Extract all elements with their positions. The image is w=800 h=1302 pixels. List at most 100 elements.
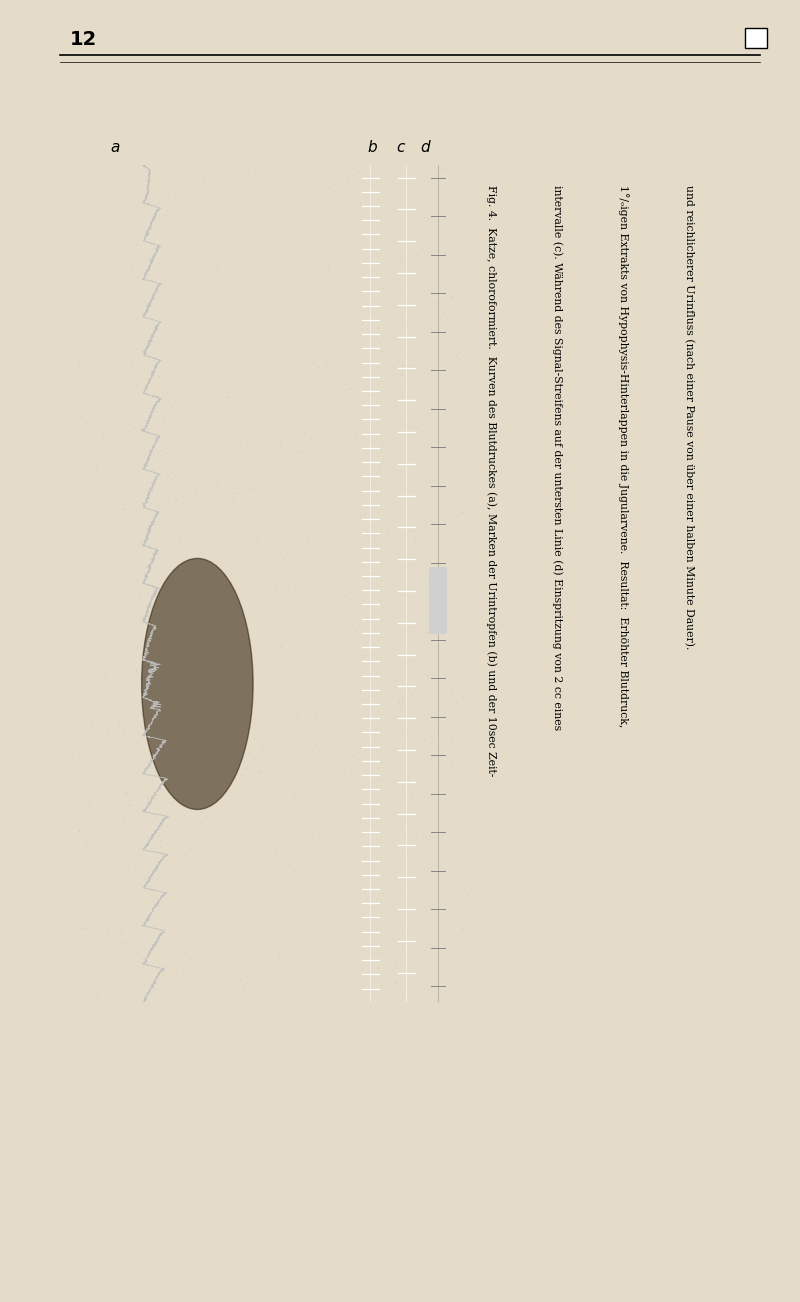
Point	[75, 870, 88, 891]
Point	[214, 776, 227, 797]
Point	[338, 191, 350, 212]
Point	[106, 947, 119, 967]
Point	[105, 931, 118, 952]
Point	[138, 246, 151, 267]
Point	[390, 415, 403, 436]
Point	[219, 383, 232, 404]
Point	[182, 875, 194, 896]
Point	[66, 878, 78, 898]
Point	[368, 241, 381, 262]
Point	[432, 322, 445, 342]
Point	[90, 374, 103, 395]
Point	[131, 794, 144, 815]
Point	[331, 326, 344, 346]
Point	[316, 678, 329, 699]
Point	[388, 471, 401, 492]
Point	[276, 479, 289, 500]
Point	[318, 970, 331, 991]
Point	[249, 577, 262, 598]
Point	[370, 889, 382, 910]
Point	[222, 979, 234, 1000]
Point	[255, 229, 268, 250]
Point	[434, 293, 446, 314]
Point	[277, 841, 290, 862]
Point	[76, 486, 89, 506]
Point	[92, 189, 105, 210]
Point	[72, 892, 85, 913]
Point	[222, 756, 235, 777]
Point	[317, 492, 330, 513]
Point	[78, 406, 90, 427]
Point	[198, 440, 210, 461]
Point	[120, 644, 133, 665]
Bar	[745, 29, 767, 48]
Point	[173, 568, 186, 589]
Point	[454, 479, 466, 500]
Point	[245, 786, 258, 807]
Point	[409, 402, 422, 423]
Point	[385, 214, 398, 234]
Point	[331, 733, 344, 754]
Point	[371, 943, 384, 963]
Point	[157, 844, 170, 865]
Point	[450, 862, 462, 883]
Point	[81, 435, 94, 456]
Point	[360, 361, 373, 381]
Point	[138, 763, 150, 784]
Point	[248, 431, 261, 452]
Point	[191, 422, 204, 443]
Point	[244, 522, 257, 543]
Point	[330, 935, 342, 956]
Point	[115, 279, 128, 299]
Point	[166, 467, 179, 488]
Point	[89, 228, 102, 249]
Point	[286, 376, 299, 397]
Point	[390, 888, 402, 909]
Point	[255, 915, 268, 936]
Point	[417, 952, 430, 973]
Point	[423, 668, 436, 689]
Point	[88, 746, 101, 767]
Point	[147, 396, 160, 417]
Point	[315, 314, 328, 335]
Point	[154, 961, 166, 982]
Point	[417, 232, 430, 253]
Point	[299, 372, 312, 393]
Point	[374, 553, 387, 574]
Point	[368, 522, 381, 543]
Point	[270, 391, 283, 411]
Point	[459, 582, 472, 603]
Point	[316, 449, 329, 470]
Point	[244, 750, 257, 771]
Point	[219, 845, 232, 866]
Point	[191, 779, 204, 799]
Point	[265, 181, 278, 202]
Point	[126, 256, 138, 277]
Point	[289, 820, 302, 841]
Point	[362, 526, 375, 547]
Point	[304, 385, 317, 406]
Point	[210, 436, 222, 457]
Point	[97, 396, 110, 417]
Point	[116, 685, 129, 706]
Point	[161, 570, 174, 591]
Point	[309, 303, 322, 324]
Point	[434, 322, 446, 342]
Point	[402, 915, 415, 936]
Point	[256, 734, 269, 755]
Point	[291, 615, 304, 635]
Point	[384, 651, 397, 672]
Point	[290, 187, 303, 208]
Point	[125, 595, 138, 616]
Point	[294, 453, 307, 474]
Point	[228, 831, 241, 852]
Point	[291, 983, 304, 1004]
Point	[406, 336, 418, 357]
Point	[122, 637, 135, 658]
Point	[400, 697, 413, 717]
Point	[238, 802, 251, 823]
Point	[442, 201, 455, 221]
Point	[139, 905, 152, 926]
Point	[196, 272, 209, 293]
Point	[426, 280, 439, 301]
